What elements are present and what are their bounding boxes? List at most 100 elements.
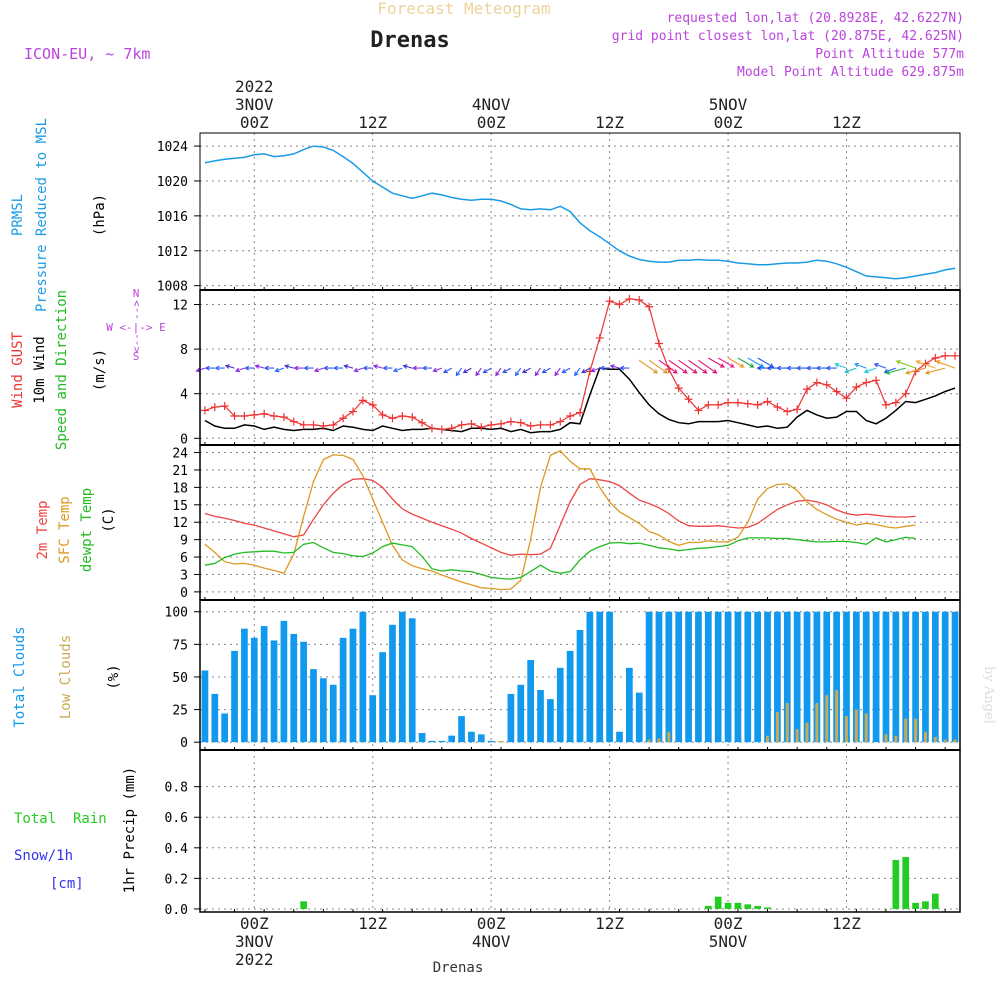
gust-marker <box>497 419 506 428</box>
wind-direction-arrow <box>263 365 274 371</box>
time-label-top: 00Z <box>477 113 506 132</box>
gust-marker <box>635 296 644 305</box>
wind-direction-arrow <box>372 364 383 369</box>
wind-direction-arrow <box>495 367 502 377</box>
total-clouds-bar <box>625 667 633 743</box>
gust-marker <box>743 399 752 408</box>
total-clouds-bar <box>468 731 475 743</box>
ytick-label: 0.2 <box>165 872 188 887</box>
wind-direction-arrow <box>323 365 334 371</box>
total-clouds-bar <box>369 695 377 743</box>
gust-marker <box>714 400 723 409</box>
sfc-temp-label: SFC Temp <box>57 496 73 563</box>
wind-direction-arrow <box>776 365 788 371</box>
wind-direction-arrow <box>885 367 906 375</box>
temp2m-label: 2m Temp <box>35 500 51 559</box>
time-label-bottom: 12Z <box>832 914 861 933</box>
time-label-bottom: 2022 <box>235 950 274 969</box>
rain-bar <box>922 901 929 909</box>
total-clouds-bar <box>912 611 919 743</box>
credit-label: by Angel <box>981 666 996 724</box>
gust-marker <box>388 414 397 423</box>
gust-marker <box>378 410 387 419</box>
pressure-unit-label: (hPa) <box>92 194 108 236</box>
total-clouds-bar <box>329 684 337 743</box>
total-clouds-bar <box>339 637 347 743</box>
time-label-bottom: 00Z <box>714 914 743 933</box>
wind-direction-arrow <box>915 360 936 369</box>
gust-marker <box>625 294 634 303</box>
gust-marker <box>457 420 466 429</box>
wind-direction-arrow <box>244 365 255 371</box>
gust-marker <box>368 400 377 409</box>
gust-marker <box>398 412 407 421</box>
total-clouds-bar <box>823 611 831 743</box>
total-clouds-bar <box>675 611 683 743</box>
total-clouds-bar <box>665 611 673 743</box>
compass-down-arrow: <-- <box>130 333 143 353</box>
gust-marker <box>793 405 802 414</box>
total-clouds-bar <box>517 684 525 743</box>
total-clouds-bar <box>280 620 288 743</box>
gust-marker <box>487 420 496 429</box>
gust-marker <box>733 398 742 407</box>
rain-bar <box>734 902 742 909</box>
wind-direction-arrow <box>766 365 778 371</box>
wind-direction-arrow <box>863 367 877 374</box>
gust-marker <box>250 410 259 419</box>
wind-direction-arrow <box>590 367 600 373</box>
wind-direction-arrow <box>343 364 354 369</box>
grid-coords: grid point closest lon,lat (20.875E, 42.… <box>612 29 964 44</box>
wind-direction-arrow <box>609 364 620 369</box>
gust-marker <box>941 351 950 360</box>
gust-marker <box>477 423 486 432</box>
total-clouds-bar <box>290 633 298 743</box>
ytick-label: 0 <box>180 432 188 447</box>
total-clouds-bar <box>734 611 742 743</box>
low-clouds-bar <box>894 735 898 743</box>
time-label-bottom: 4NOV <box>472 932 511 951</box>
ytick-label: 0.6 <box>165 811 188 826</box>
wind-direction-arrow <box>382 365 393 371</box>
wind-direction-arrow <box>815 365 827 371</box>
gust-marker <box>763 397 772 406</box>
wind-direction-arrow <box>521 367 531 374</box>
wind-direction-arrow <box>353 367 364 373</box>
ytick-label: 50 <box>172 671 188 686</box>
wind-direction-arrow <box>757 357 775 368</box>
ytick-label: 12 <box>172 298 188 313</box>
gust-marker <box>654 339 663 348</box>
total-clouds-bar <box>438 740 446 743</box>
wind-direction-arrow <box>708 357 725 368</box>
total-clouds-bar <box>714 611 722 743</box>
wind-direction-arrow <box>502 367 512 374</box>
wind-direction-arrow <box>935 360 956 369</box>
total-clouds-bar <box>527 660 535 743</box>
gust-marker <box>516 418 525 427</box>
gust-marker <box>605 297 614 306</box>
wind-direction-arrow <box>274 367 285 373</box>
ytick-label: 1008 <box>157 280 188 295</box>
wind-direction-arrow <box>747 357 765 368</box>
ytick-label: 1012 <box>157 245 188 260</box>
total-clouds-bar <box>764 611 771 743</box>
wind-direction-arrow <box>534 367 541 377</box>
time-label-top: 4NOV <box>472 95 511 114</box>
low-clouds-bar <box>815 703 819 743</box>
total-clouds-bar <box>270 640 278 743</box>
gust-marker <box>812 378 821 387</box>
ytick-label: 0 <box>180 586 188 601</box>
gust-marker <box>951 351 960 360</box>
compass-row: W <-|-> E <box>106 321 166 334</box>
total-clouds-bar <box>754 611 762 743</box>
rain-bar <box>892 860 900 909</box>
wind-direction-arrow <box>332 365 344 371</box>
total-clouds-bar <box>724 611 732 743</box>
total-clouds-bar <box>744 611 752 743</box>
total-clouds-label: Total Clouds <box>12 626 28 727</box>
low-clouds-bar <box>933 736 937 743</box>
ytick-label: 24 <box>172 447 188 462</box>
gust-marker <box>319 422 328 431</box>
model-altitude: Model Point Altitude 629.875m <box>737 65 964 80</box>
low-clouds-bar <box>825 695 829 743</box>
